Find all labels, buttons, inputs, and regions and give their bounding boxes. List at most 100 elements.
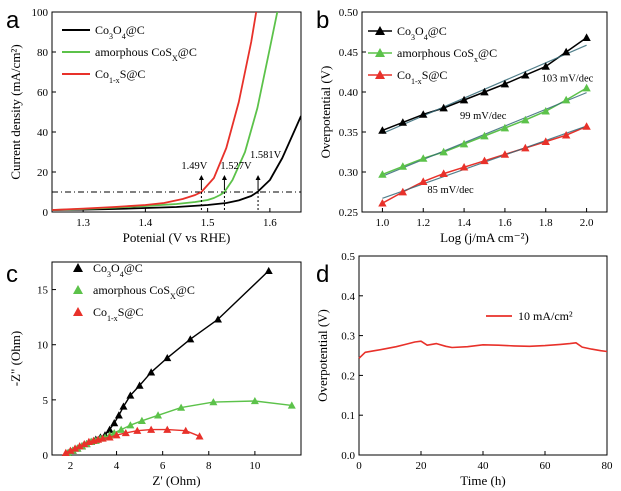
panel-a: 1.3 1.4 1.5 1.6 0 20 40 60 80 100 Potenial (V vs R… [6,7,302,245]
y-tick-label: 0.25 [339,207,359,219]
annotation-label: 1.49V [181,161,207,172]
annotation-arrowhead [198,175,204,180]
y-tick-label: 0 [43,450,49,462]
y-axis-title: -Z" (Ohm) [8,331,23,387]
legend-swatch-marker [73,307,83,316]
y-tick-label: 15 [37,285,49,297]
x-tick-label: 1.4 [457,217,471,229]
legend-label-main: Co [95,23,109,37]
panel-letter: d [316,261,329,288]
data-point [480,156,489,165]
legend-label: Co1-xS@C [95,67,145,85]
data-point [75,442,84,450]
data-point [61,448,70,456]
legend-label-main: amorphous CoS [93,283,170,297]
legend-label-mid: O [113,23,122,37]
y-tick-label: 0.5 [341,251,355,263]
y-tick-label: 0.0 [341,450,355,462]
data-point [112,431,121,439]
y-tick-label: 0.1 [341,410,355,422]
y-axis-title: Overpotential (V) [315,309,330,402]
x-tick-label: 1.5 [201,217,215,229]
legend-label-mid: O [111,261,120,275]
legend-label: Co3O4@C [397,24,447,42]
legend-label-sub: 1-x [109,76,120,85]
legend-label-end: @C [478,46,497,60]
legend-label-end: S@C [422,68,448,82]
y-tick-label: 100 [32,7,49,19]
panel-letter: c [6,261,18,288]
panel-letter: b [316,7,329,34]
legend-label-main: Co [397,68,411,82]
data-point [398,187,408,196]
legend-label-end: @C [176,283,195,297]
legend-label-mid: O [415,24,424,38]
data-point [186,335,195,343]
data-point [521,143,530,152]
data-point [177,403,186,411]
data-point [419,154,428,162]
data-point [154,411,163,419]
data-point [105,425,114,433]
legend-label: amorphous CoSX@C [93,283,195,301]
data-point [561,47,571,56]
x-tick-label: 60 [540,460,552,472]
plot-frame [51,261,302,456]
x-axis-title: Z' (Ohm) [152,473,200,488]
x-tick-label: 1.4 [139,217,153,229]
x-axis-title: Time (h) [460,473,505,488]
data-point [250,396,259,405]
legend-label: Co1-xS@C [93,305,143,323]
data-point [195,432,204,440]
legend-label: amorphous CoSx@C [397,46,497,64]
series-line-0 [67,270,270,454]
legend: 10 mA/cm² [486,309,573,323]
data-point [117,425,126,433]
y-tick-label: 0.45 [339,47,359,59]
data-point [521,115,530,124]
plot-frame [358,255,608,456]
x-tick-label: 1.0 [376,217,390,229]
data-point [264,266,273,275]
legend-label-main: amorphous CoS [95,45,172,59]
x-tick-label: 40 [478,460,490,472]
legend-label-sub: X [172,54,178,63]
series-line-1 [52,12,279,211]
data-point [163,353,172,362]
data-point [541,137,550,145]
legend-label-sub: 3 [411,33,415,42]
legend-label: 10 mA/cm² [518,309,573,323]
y-tick-label: 20 [37,167,49,179]
data-point [459,163,469,171]
y-tick-label: 0 [43,207,49,219]
y-tick-label: 0.40 [339,87,359,99]
x-axis-title: Potenial (V vs RHE) [123,230,231,245]
legend-label-sub: 4 [120,270,124,279]
data-point [582,83,591,92]
series-line-0 [358,340,608,359]
data-point [126,421,135,429]
y-tick-label: 60 [37,87,49,99]
data-point [378,199,387,207]
legend-label-sub: 3 [109,32,113,41]
legend-label-sub: 4 [122,32,126,41]
data-point [561,131,571,139]
data-point [110,419,119,427]
legend-label-end: S@C [120,67,146,81]
legend-label-sub: 4 [424,33,428,42]
y-tick-label: 0.50 [339,7,359,19]
y-tick-label: 10 [37,340,49,352]
data-point [80,439,89,448]
series-line-0 [52,115,301,211]
data-point [500,79,510,88]
y-tick-label: 5 [43,395,49,407]
legend-label-end: @C [428,24,447,38]
x-tick-label: 1.8 [539,217,553,229]
data-point [121,428,130,437]
x-tick-label: 4 [114,460,120,472]
legend-label-sub: 1-x [411,77,422,86]
x-tick-label: 6 [160,460,166,472]
x-tick-label: 8 [206,460,212,472]
legend-label: amorphous CoSX@C [95,45,197,63]
